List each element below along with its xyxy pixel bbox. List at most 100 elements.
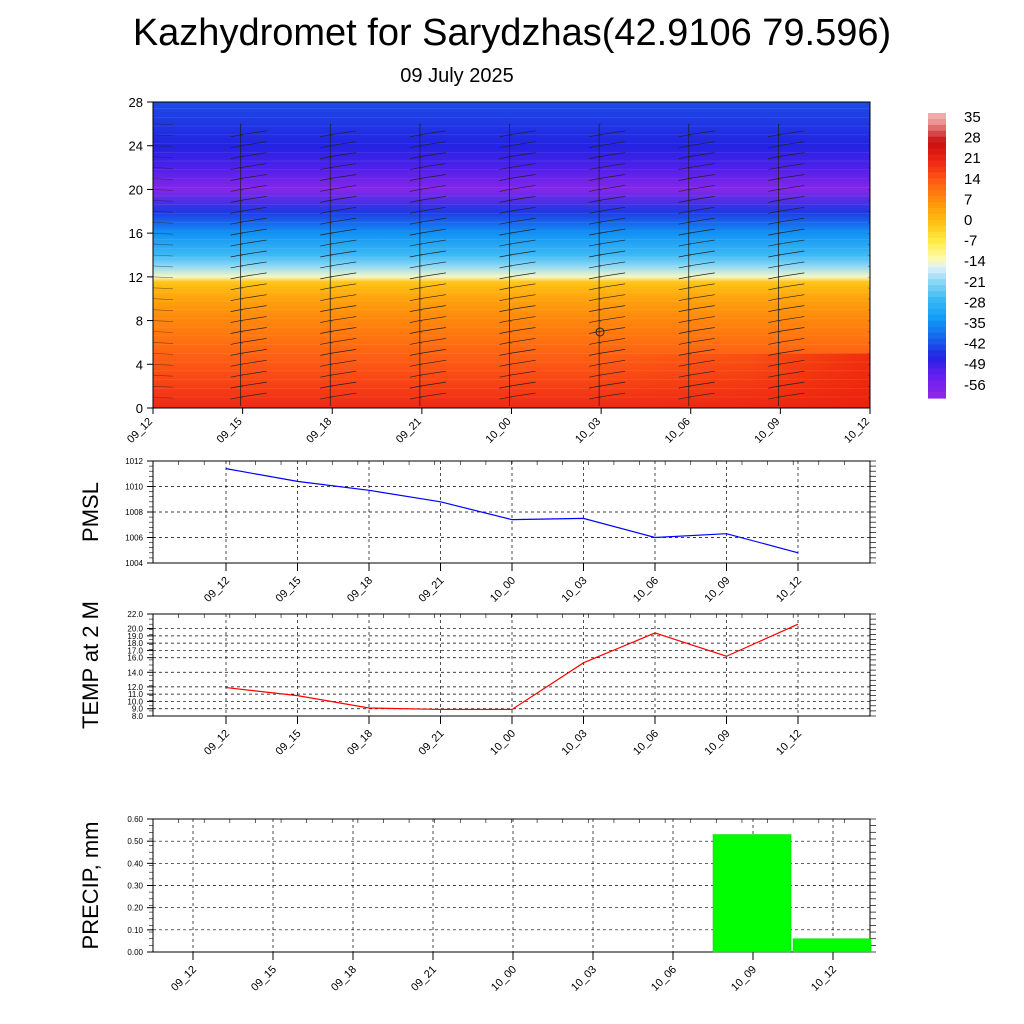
heatmap-ytick-label: 12 <box>129 270 143 285</box>
precip-ytick-label: 0.30 <box>127 882 143 891</box>
heatmap-xtick-label: 09_18 <box>304 416 334 446</box>
colorbar-cell <box>928 142 946 150</box>
wind-barb <box>240 381 267 387</box>
colorbar-label: 21 <box>964 150 981 167</box>
colorbar-cell <box>928 291 946 298</box>
wind-barb <box>688 316 715 321</box>
wind-barb <box>599 163 626 168</box>
wind-barb <box>599 141 626 147</box>
colorbar-label: 35 <box>964 109 981 126</box>
colorbar-cell <box>928 267 946 274</box>
temp-ytick-label: 11.0 <box>128 690 144 699</box>
temp-series-line <box>225 623 799 711</box>
wind-barb <box>419 250 446 256</box>
wind-barb <box>599 294 626 300</box>
colorbar-cell <box>928 118 946 126</box>
wind-barb <box>419 206 446 212</box>
colorbar-label: -35 <box>964 315 986 332</box>
colorbar-cell <box>928 196 946 203</box>
wind-barb <box>419 152 446 157</box>
wind-barb <box>330 152 357 157</box>
wind-barb <box>240 185 267 190</box>
temp-xtick-label: 10_09 <box>703 728 733 758</box>
wind-barb <box>419 261 446 267</box>
wind-barb <box>599 392 626 398</box>
wind-barb <box>688 327 715 332</box>
wind-barb <box>688 305 715 310</box>
wind-barb <box>419 349 446 354</box>
chart-title: Kazhydromet for Sarydzhas(42.9106 79.596… <box>132 12 892 54</box>
wind-barb <box>240 163 267 168</box>
wind-barb <box>778 294 805 300</box>
wind-barb <box>688 141 715 147</box>
colorbar-cell <box>928 148 946 156</box>
precip-xtick-label: 09_21 <box>409 964 439 994</box>
wind-barb <box>240 283 267 289</box>
wind-barb <box>599 338 626 343</box>
colorbar-label: -42 <box>964 336 986 353</box>
wind-barb <box>688 196 715 201</box>
wind-barb <box>419 316 446 321</box>
colorbar-label: 0 <box>964 212 972 229</box>
wind-barb <box>688 174 715 179</box>
colorbar-cell <box>928 113 946 120</box>
temp-ytick-label: 17.0 <box>127 646 143 655</box>
wind-barb <box>778 370 805 376</box>
colorbar-cell <box>928 219 946 227</box>
wind-barb <box>240 349 267 354</box>
wind-barb <box>509 305 536 310</box>
precip-ytick-label: 0.50 <box>127 837 143 846</box>
wind-barb <box>599 196 626 201</box>
wind-barb <box>778 196 805 201</box>
wind-barb <box>778 392 805 398</box>
colorbar-cell <box>928 178 946 185</box>
wind-barb <box>778 349 805 354</box>
wind-barb <box>240 217 267 223</box>
wind-barb <box>330 163 357 168</box>
wind-barb <box>688 370 715 376</box>
colorbar-cell <box>928 314 946 322</box>
heatmap-ytick-label: 16 <box>129 226 143 241</box>
wind-barb <box>688 359 715 365</box>
wind-barb <box>330 261 357 267</box>
wind-barb <box>419 338 446 343</box>
temp-ytick-label: 19.0 <box>127 632 143 641</box>
wind-barb <box>240 316 267 321</box>
wind-barb <box>688 261 715 267</box>
pmsl-xtick-label: 10_06 <box>631 575 661 605</box>
heatmap-xtick-label: 10_03 <box>573 416 603 446</box>
temp-xtick-label: 10_03 <box>560 728 590 758</box>
wind-barb <box>778 228 805 234</box>
pmsl-ytick-label: 1010 <box>125 483 143 492</box>
wind-barb <box>778 250 805 256</box>
colorbar-label: -21 <box>964 274 986 291</box>
wind-barb <box>330 392 357 398</box>
pmsl-ylabel: PMSL <box>78 482 103 542</box>
wind-barb <box>330 338 357 343</box>
wind-barb <box>778 130 805 136</box>
wind-barb <box>509 283 536 289</box>
colorbar-cell <box>928 154 946 162</box>
precip-ylabel: PRECIP, mm <box>78 822 103 950</box>
colorbar-label: 14 <box>964 171 981 188</box>
wind-barb <box>688 163 715 168</box>
wind-barb <box>509 217 536 223</box>
precip-xtick-label: 09_18 <box>329 964 359 994</box>
wind-barb <box>599 370 626 376</box>
wind-barb <box>240 338 267 343</box>
pmsl-frame <box>152 460 871 564</box>
wind-barb <box>509 174 536 179</box>
wind-barb <box>240 196 267 201</box>
colorbar-cell <box>928 225 946 233</box>
heatmap-ytick-label: 24 <box>129 139 143 154</box>
wind-barb <box>509 316 536 321</box>
wind-barb <box>240 392 267 398</box>
wind-barb <box>240 239 267 245</box>
wind-barb <box>330 370 357 376</box>
wind-barb <box>419 392 446 398</box>
temp-ytick-label: 18.0 <box>127 639 143 648</box>
wind-barb <box>599 305 626 310</box>
colorbar-cell <box>928 231 946 239</box>
wind-barb <box>778 261 805 267</box>
